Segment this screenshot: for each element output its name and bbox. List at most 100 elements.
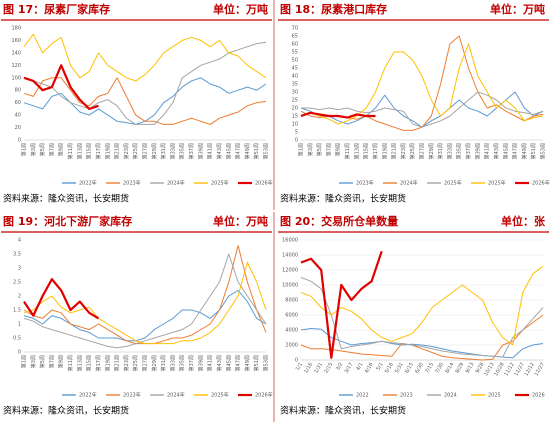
chart-title: 图 20：交易所仓单数量 xyxy=(280,214,398,228)
y-tick-label: 180 xyxy=(11,26,21,32)
y-tick-label: 25 xyxy=(292,98,298,104)
x-tick-label: 第37周 xyxy=(188,355,195,371)
x-tick-label: 12/27 xyxy=(534,362,546,377)
legend-label: 2024年 xyxy=(400,180,418,187)
x-tick-label: 第7周 xyxy=(48,143,55,156)
unit-label: 单位：万吨 xyxy=(490,2,545,16)
x-tick-label: 4/16 xyxy=(364,362,375,375)
series-line xyxy=(23,278,100,320)
series-line xyxy=(300,111,376,119)
x-tick-label: 5/31 xyxy=(394,362,405,375)
x-tick-label: 8/29 xyxy=(455,362,466,375)
chart-title: 图 19：河北下游厂家库存 xyxy=(3,214,132,228)
x-tick-label: 7/30 xyxy=(434,362,445,375)
y-tick-label: 14000 xyxy=(282,253,298,259)
y-tick-label: 0 xyxy=(295,138,298,144)
y-tick-label: 60 xyxy=(292,42,298,48)
y-tick-label: 1 xyxy=(18,322,21,328)
series-line xyxy=(300,314,544,361)
x-tick-label: 第25周 xyxy=(132,355,139,371)
y-tick-label: 140 xyxy=(11,50,21,56)
x-tick-label: 第39周 xyxy=(474,143,481,159)
unit-label: 单位：万吨 xyxy=(213,214,268,228)
x-tick-label: 第17周 xyxy=(372,143,379,159)
y-tick-label: 0 xyxy=(295,358,298,364)
x-tick-label: 第31周 xyxy=(437,143,444,159)
x-tick-label: 1/1 xyxy=(295,362,304,372)
y-tick-label: 12000 xyxy=(282,268,298,274)
x-tick-label: 第53周 xyxy=(540,143,547,159)
source-note: 资料来源：隆众资讯，长安期货 xyxy=(280,193,406,205)
x-tick-label: 第51周 xyxy=(253,355,260,371)
y-tick-label: 45 xyxy=(292,66,298,72)
x-tick-label: 第53周 xyxy=(263,143,270,159)
y-tick-label: 15 xyxy=(292,114,298,120)
legend-label: 2023年 xyxy=(356,180,374,187)
y-tick-label: 20 xyxy=(15,125,21,131)
y-tick-label: 50 xyxy=(292,58,298,64)
x-tick-label: 第35周 xyxy=(179,355,186,371)
x-tick-label: 第19周 xyxy=(381,143,388,159)
y-tick-label: 16000 xyxy=(282,238,298,244)
legend-label: 2025年 xyxy=(444,180,462,187)
x-tick-label: 第13周 xyxy=(353,143,360,159)
y-tick-label: 10000 xyxy=(282,283,298,289)
legend-label: 2024年 xyxy=(167,180,185,187)
x-tick-label: 第5周 xyxy=(316,143,323,156)
legend-label: 2024年 xyxy=(167,392,185,399)
y-tick-label: 55 xyxy=(292,50,298,56)
series-line xyxy=(300,250,383,359)
x-tick-label: 第19周 xyxy=(104,143,111,159)
y-tick-label: 0.5 xyxy=(13,336,21,342)
legend-label: 2026年 xyxy=(532,180,550,187)
x-tick-label: 第17周 xyxy=(95,143,102,159)
x-tick-label: 1/31 xyxy=(313,362,324,375)
x-tick-label: 9/13 xyxy=(465,362,476,375)
x-tick-label: 第39周 xyxy=(197,143,204,159)
series-line xyxy=(23,261,267,345)
y-tick-label: 4000 xyxy=(285,328,298,334)
y-tick-label: 80 xyxy=(15,88,21,94)
x-tick-label: 第23周 xyxy=(123,355,130,371)
chart-title: 图 17：尿素厂家库存 xyxy=(3,2,110,16)
x-tick-label: 第1周 xyxy=(298,143,305,156)
y-tick-label: 60 xyxy=(15,100,21,106)
x-tick-label: 第49周 xyxy=(521,143,528,159)
y-tick-label: 20 xyxy=(292,106,298,112)
x-tick-label: 第33周 xyxy=(169,143,176,159)
x-tick-label: 4/1 xyxy=(355,362,364,372)
series-line xyxy=(23,33,267,82)
x-tick-label: 第7周 xyxy=(48,355,55,368)
x-tick-label: 第15周 xyxy=(86,355,93,371)
x-tick-label: 第37周 xyxy=(188,143,195,159)
x-tick-label: 第21周 xyxy=(114,143,121,159)
x-tick-label: 第23周 xyxy=(400,143,407,159)
y-tick-label: 40 xyxy=(292,74,298,80)
x-tick-label: 第27周 xyxy=(142,355,149,371)
x-tick-label: 5/1 xyxy=(375,362,384,372)
unit-label: 单位：张 xyxy=(501,214,546,228)
x-tick-label: 第29周 xyxy=(151,355,158,371)
series-line xyxy=(23,253,267,349)
x-tick-label: 第31周 xyxy=(160,143,167,159)
series-line xyxy=(300,43,544,125)
legend-label: 2026年 xyxy=(255,392,273,399)
x-tick-label: 第41周 xyxy=(207,355,214,371)
x-tick-label: 第25周 xyxy=(132,143,139,159)
x-tick-label: 第53周 xyxy=(263,355,270,371)
x-tick-label: 第45周 xyxy=(225,143,232,159)
legend-label: 2022年 xyxy=(79,392,97,399)
x-tick-label: 第33周 xyxy=(169,355,176,371)
x-tick-label: 第9周 xyxy=(335,143,342,156)
x-tick-label: 第27周 xyxy=(419,143,426,159)
legend-label: 2023 xyxy=(400,393,413,399)
chart-title: 图 18：尿素港口库存 xyxy=(280,2,387,16)
x-tick-label: 第47周 xyxy=(235,355,242,371)
y-tick-label: 120 xyxy=(11,63,21,69)
x-tick-label: 第43周 xyxy=(216,355,223,371)
y-tick-label: 8000 xyxy=(285,298,298,304)
x-tick-label: 第19周 xyxy=(104,355,111,371)
x-tick-label: 第37周 xyxy=(465,143,472,159)
x-tick-label: 第11周 xyxy=(67,355,74,371)
legend-label: 2023年 xyxy=(123,392,141,399)
